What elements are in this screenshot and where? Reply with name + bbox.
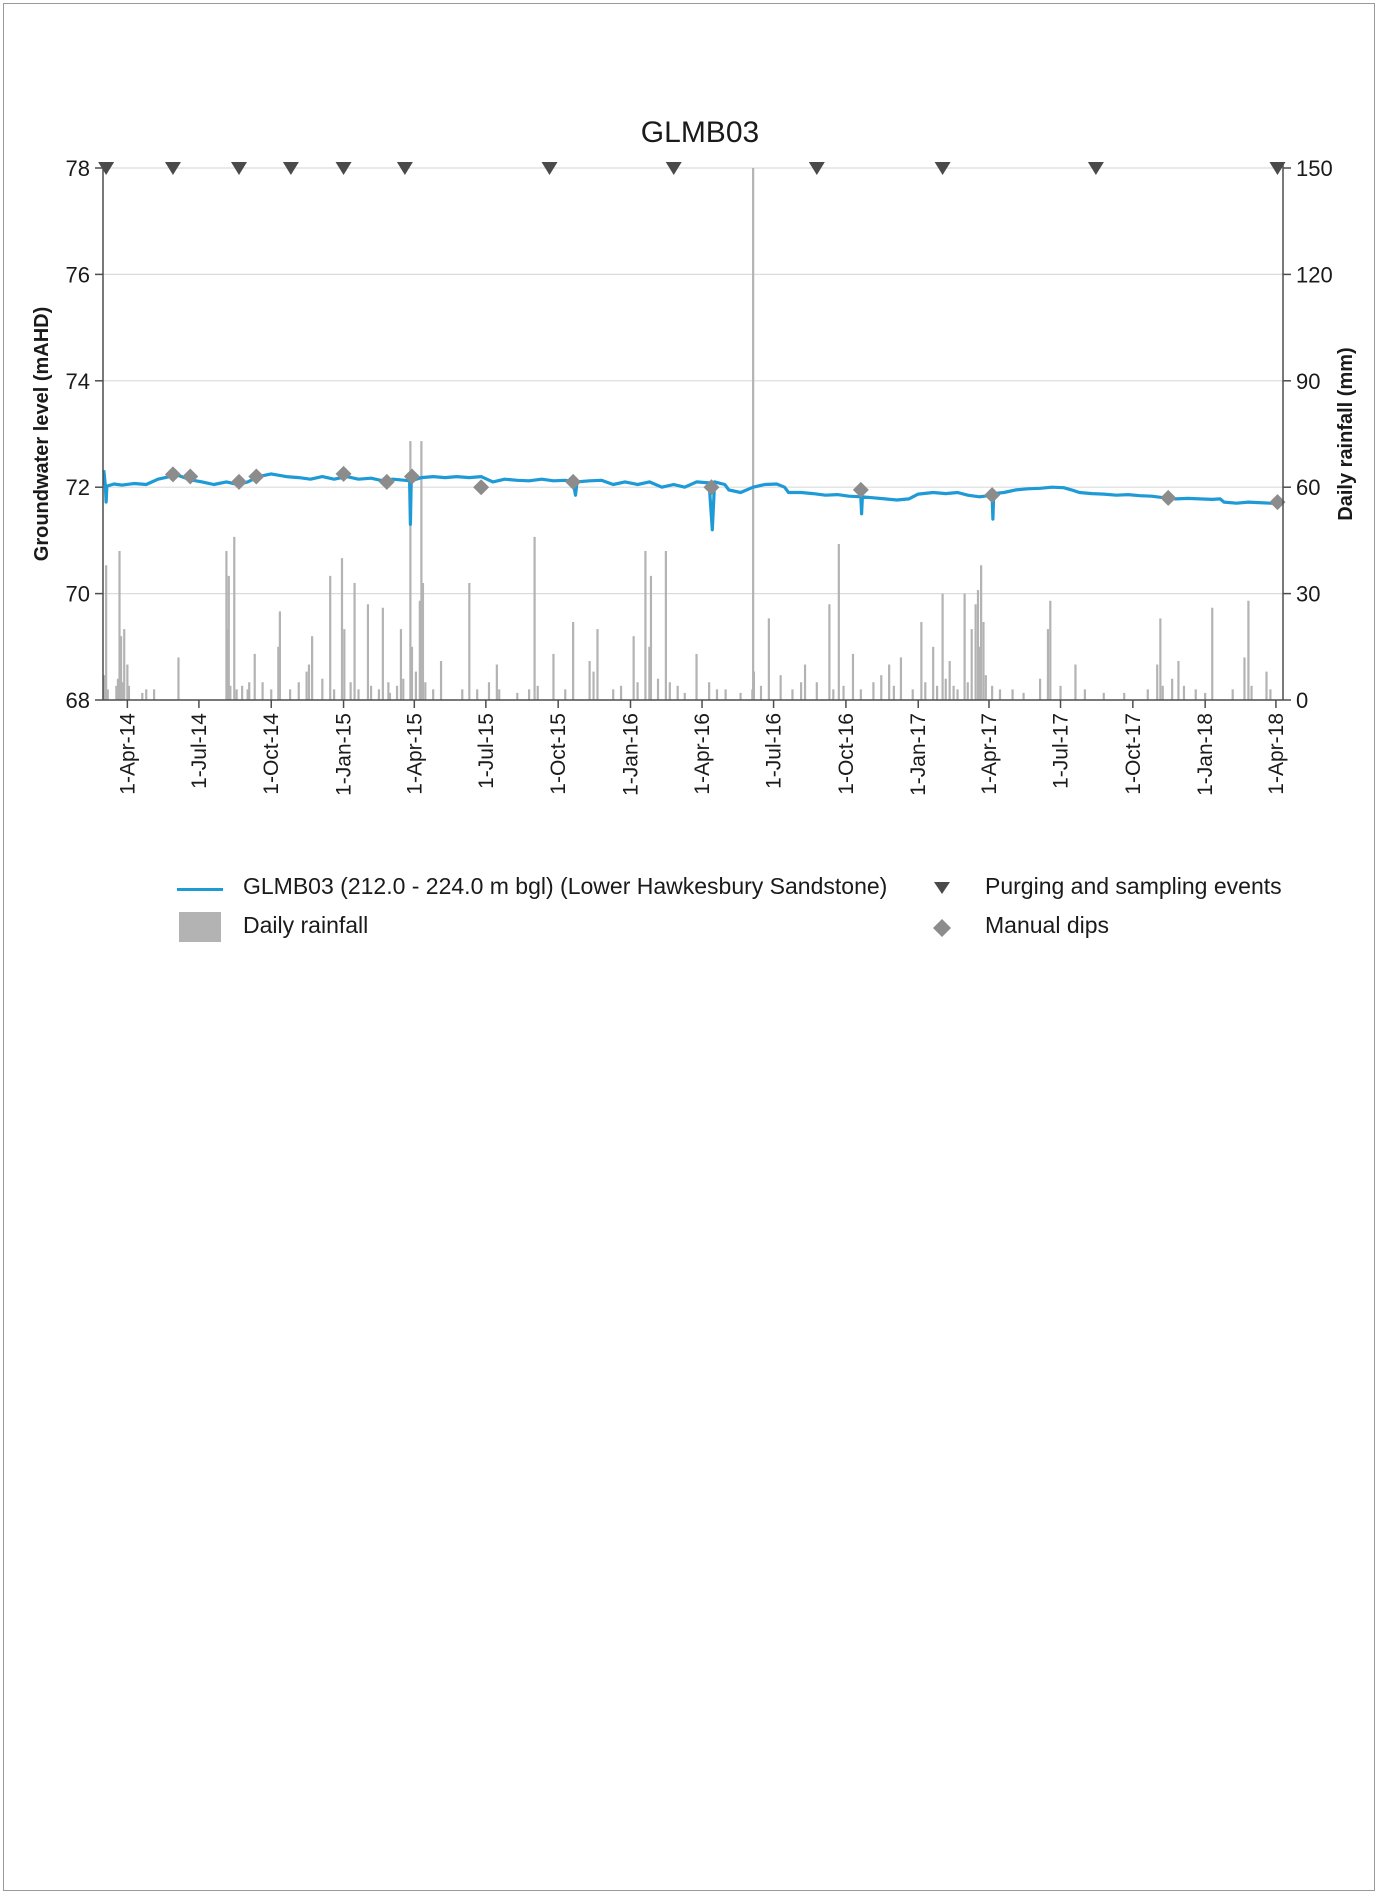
x-tick-label: 1-Apr-17 <box>978 713 1001 795</box>
legend-label-purging: Purging and sampling events <box>985 873 1282 899</box>
y-tick-label: 70 <box>66 582 90 607</box>
y2-tick-label: 90 <box>1296 369 1320 394</box>
manual-dip-point <box>335 465 352 482</box>
legend-line-swatch <box>177 888 223 891</box>
y-tick-label: 76 <box>66 262 90 287</box>
purging-event-point <box>396 162 413 175</box>
y2-tick-label: 120 <box>1296 262 1333 287</box>
x-tick-label: 1-Oct-17 <box>1122 713 1145 795</box>
purging-event-point <box>98 162 115 175</box>
manual-dip-point <box>248 468 265 485</box>
groundwater-line <box>102 470 1280 532</box>
manual-dip-point <box>1269 494 1286 511</box>
x-tick-label: 1-Apr-16 <box>691 713 714 795</box>
y2-tick-label: 60 <box>1296 475 1320 500</box>
legend-triangle-icon <box>934 882 950 894</box>
x-tick-label: 1-Jan-18 <box>1194 713 1217 796</box>
y2-tick-label: 0 <box>1296 688 1308 713</box>
y-tick-label: 68 <box>66 688 90 713</box>
x-tick-label: 1-Oct-15 <box>547 713 570 795</box>
purging-event-point <box>164 162 181 175</box>
manual-dip-point <box>1160 489 1177 506</box>
legend-diamond-icon <box>933 919 951 937</box>
purging-event-point <box>335 162 352 175</box>
x-tick-label: 1-Apr-18 <box>1265 713 1288 795</box>
y2-tick-label: 150 <box>1296 156 1333 181</box>
y-tick-label: 74 <box>66 369 90 394</box>
manual-dip-point <box>984 487 1001 504</box>
purging-event-point <box>231 162 248 175</box>
manual-dip-point <box>565 473 582 490</box>
legend-rainfall-swatch <box>179 912 221 942</box>
purging-event-point <box>665 162 682 175</box>
x-tick-label: 1-Oct-14 <box>260 713 283 795</box>
x-tick-label: 1-Apr-15 <box>403 713 426 795</box>
manual-dip-point <box>182 468 199 485</box>
manual-dip-point <box>231 473 248 490</box>
purging-event-point <box>1087 162 1104 175</box>
y-axis-label: Groundwater level (mAHD) <box>31 307 53 561</box>
manual-dip-point <box>473 479 490 496</box>
x-tick-label: 1-Jul-15 <box>475 713 498 789</box>
page-frame <box>3 3 1375 1891</box>
legend: GLMB03 (212.0 - 224.0 m bgl) (Lower Hawk… <box>0 0 1380 942</box>
y-tick-label: 72 <box>66 475 90 500</box>
y2-tick-label: 30 <box>1296 582 1320 607</box>
x-tick-label: 1-Jan-17 <box>907 713 930 796</box>
manual-dip-point <box>403 468 420 485</box>
x-tick-label: 1-Jul-14 <box>188 713 211 789</box>
purging-event-point <box>934 162 951 175</box>
x-tick-label: 1-Jan-16 <box>620 713 643 796</box>
chart-title: GLMB03 <box>641 116 759 149</box>
legend-label-rainfall: Daily rainfall <box>243 912 369 938</box>
manual-dip-point <box>164 466 181 483</box>
x-tick-label: 1-Oct-16 <box>835 713 858 795</box>
manual-dip-point <box>378 473 395 490</box>
purging-event-point <box>282 162 299 175</box>
manual-dip-point <box>852 481 869 498</box>
purging-event-point <box>1269 162 1286 175</box>
x-tick-label: 1-Jul-17 <box>1050 713 1073 789</box>
legend-label-groundwater: GLMB03 (212.0 - 224.0 m bgl) (Lower Hawk… <box>243 873 888 899</box>
x-tick-label: 1-Jan-15 <box>333 713 356 796</box>
x-tick-label: 1-Jul-16 <box>763 713 786 789</box>
legend-label-manual-dips: Manual dips <box>985 912 1110 938</box>
purging-event-point <box>808 162 825 175</box>
purging-event-point <box>541 162 558 175</box>
x-tick-label: 1-Apr-14 <box>116 713 139 795</box>
manual-dip-point <box>703 479 720 496</box>
y-tick-label: 78 <box>66 156 90 181</box>
y2-axis-label: Daily rainfall (mm) <box>1335 347 1357 520</box>
